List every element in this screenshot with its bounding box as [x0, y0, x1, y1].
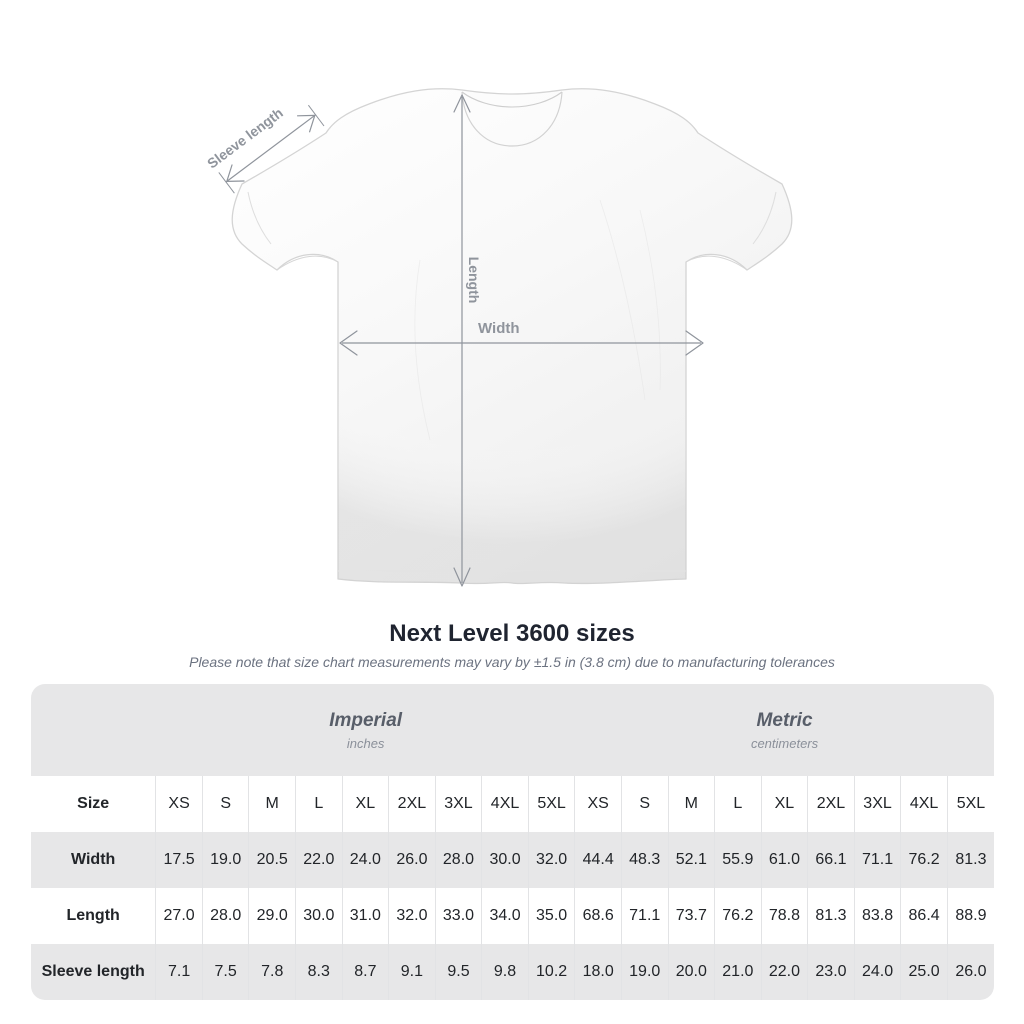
svg-text:Width: Width [478, 320, 520, 337]
svg-text:Sleeve length: Sleeve length [204, 105, 286, 172]
svg-text:Length: Length [466, 257, 482, 304]
